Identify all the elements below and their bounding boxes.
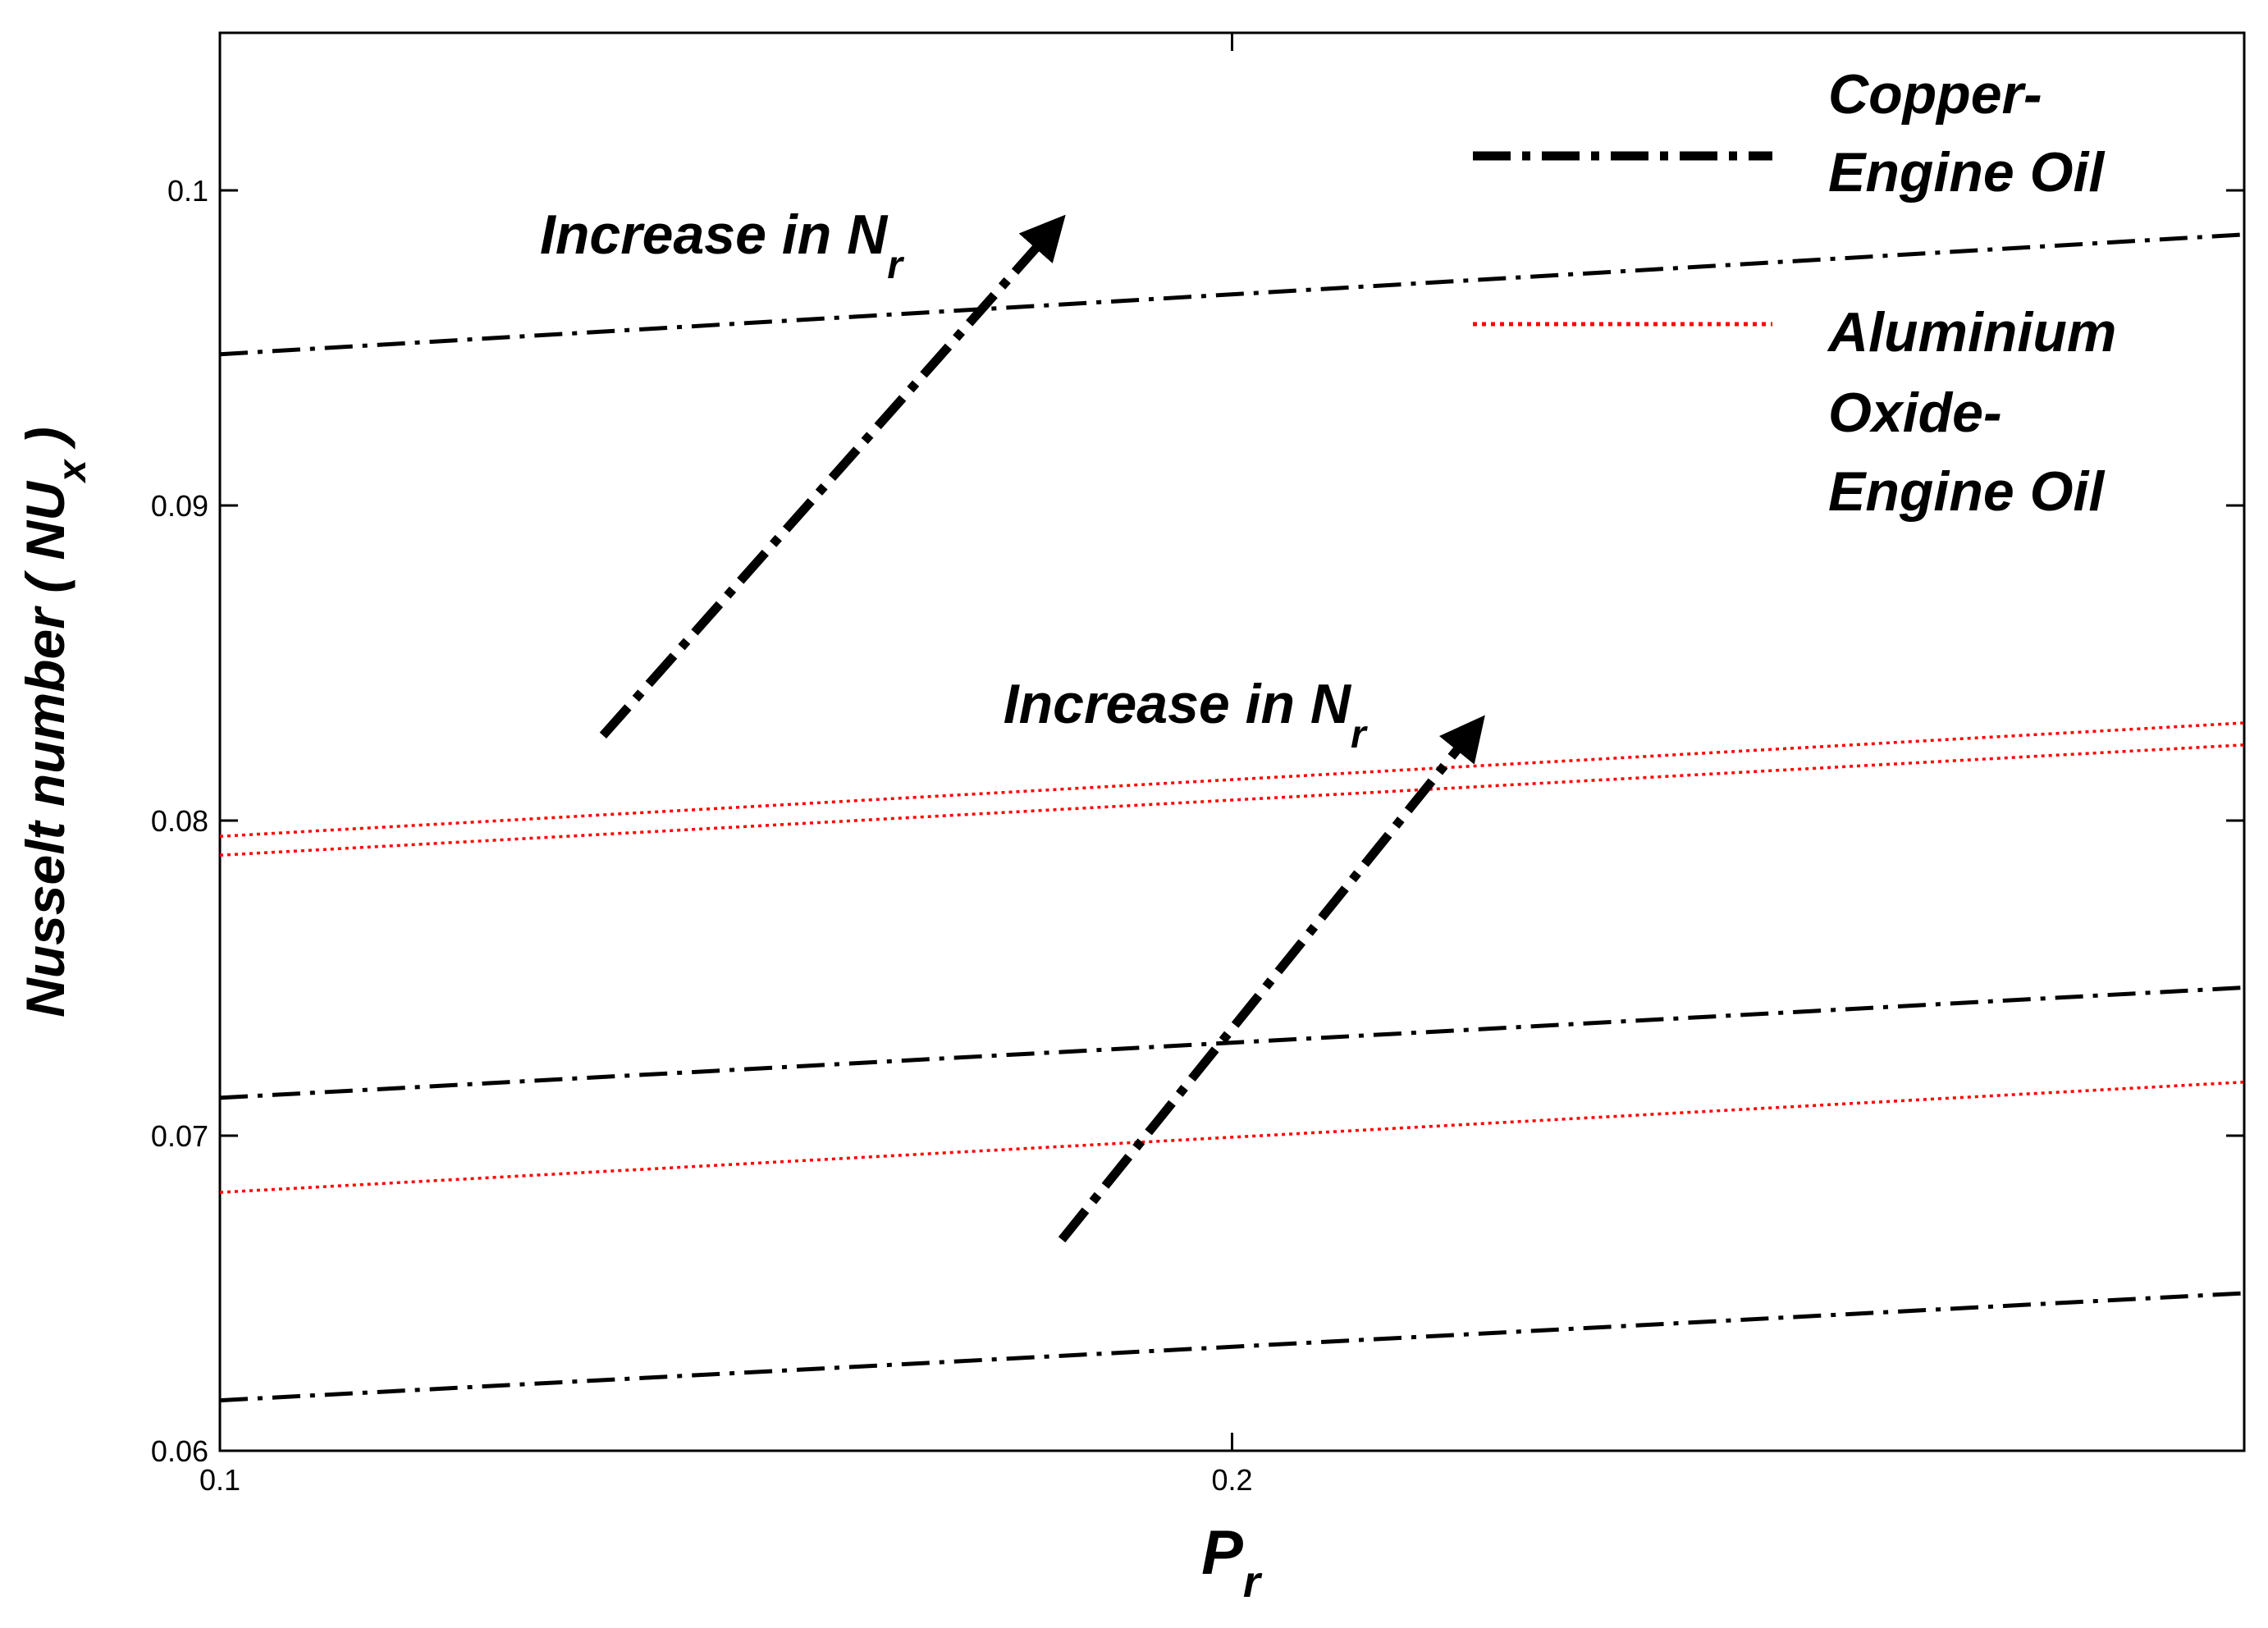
legend: Copper- Engine Oil Aluminium Oxide- Engine O… — [1473, 63, 2116, 523]
series-line-4 — [219, 721, 2245, 838]
y-axis-label: Nusselt number ( NUx ) — [15, 427, 94, 1018]
axis-ticks — [218, 33, 2244, 1452]
series-line-5 — [219, 743, 2245, 857]
y-tick-label: 0.1 — [167, 174, 208, 208]
y-tick-label: 0.07 — [151, 1119, 208, 1153]
text-layer: 0.1 0.2 0.06 0.07 0.08 0.09 0.1 Increase in Nr I… — [15, 174, 1368, 1607]
legend-label-2-line-3: Engine Oil — [1828, 460, 2106, 523]
legend-label-2-line-2: Oxide- — [1828, 382, 2002, 444]
x-tick-label: 0.2 — [1211, 1463, 1252, 1497]
y-tick-label: 0.09 — [151, 489, 208, 523]
y-tick-label: 0.08 — [151, 804, 208, 838]
plot-area — [218, 31, 2246, 1452]
x-axis-label: Pr — [1201, 1518, 1263, 1607]
annotation-arrow-2 — [1058, 715, 1485, 1243]
legend-label-2-line-1: Aluminium — [1827, 301, 2116, 364]
series-line-3 — [219, 1291, 2245, 1403]
legend-label-1-line-1: Copper- — [1828, 63, 2042, 126]
series-line-6 — [219, 1080, 2245, 1194]
series-layer — [219, 232, 2245, 1403]
x-tick-label: 0.1 — [199, 1463, 240, 1497]
annotation-label-1: Increase in Nr — [540, 204, 904, 287]
legend-label-1-line-2: Engine Oil — [1828, 141, 2106, 204]
series-line-1 — [219, 232, 2245, 357]
y-tick-label: 0.06 — [151, 1434, 208, 1468]
annotation-arrows — [599, 214, 1485, 1243]
annotation-arrow-1 — [599, 214, 1066, 739]
annotation-label-2: Increase in Nr — [1004, 673, 1368, 757]
series-line-2 — [219, 985, 2245, 1100]
